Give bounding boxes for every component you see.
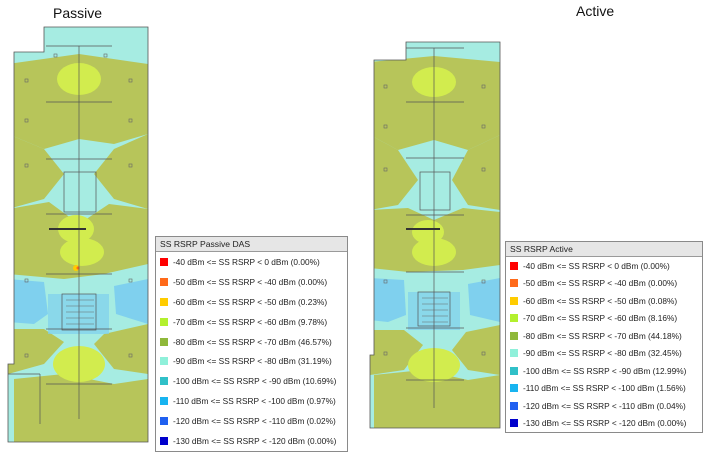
legend-entry: -130 dBm <= SS RSRP < -120 dBm (0.00%): [156, 431, 347, 451]
legend-entry-label: -120 dBm <= SS RSRP < -110 dBm (0.04%): [523, 400, 686, 411]
legend-color-swatch: [510, 366, 518, 375]
legend-entry-label: -130 dBm <= SS RSRP < -120 dBm (0.00%): [523, 418, 687, 429]
passive-legend-title: SS RSRP Passive DAS: [156, 237, 347, 252]
legend-entry: -80 dBm <= SS RSRP < -70 dBm (44.18%): [506, 327, 702, 345]
active-legend: SS RSRP Active -40 dBm <= SS RSRP < 0 dB…: [505, 241, 703, 433]
legend-color-swatch: [510, 331, 518, 340]
legend-entry: -110 dBm <= SS RSRP < -100 dBm (1.56%): [506, 380, 702, 398]
legend-entry: -40 dBm <= SS RSRP < 0 dBm (0.00%): [156, 252, 347, 272]
legend-color-swatch: [160, 357, 168, 366]
legend-entry-label: -40 dBm <= SS RSRP < 0 dBm (0.00%): [173, 256, 320, 267]
legend-entry: -90 dBm <= SS RSRP < -80 dBm (32.45%): [506, 345, 702, 363]
legend-entry: -50 dBm <= SS RSRP < -40 dBm (0.00%): [156, 272, 347, 292]
legend-entry-label: -100 dBm <= SS RSRP < -90 dBm (12.99%): [523, 365, 687, 376]
legend-color-swatch: [510, 384, 518, 393]
legend-entry-label: -50 dBm <= SS RSRP < -40 dBm (0.00%): [173, 276, 328, 287]
active-panel-title: Active: [576, 3, 615, 19]
legend-entry: -40 dBm <= SS RSRP < 0 dBm (0.00%): [506, 257, 702, 275]
legend-entry-label: -80 dBm <= SS RSRP < -70 dBm (44.18%): [523, 330, 682, 341]
legend-color-swatch: [510, 401, 518, 410]
legend-entry: -60 dBm <= SS RSRP < -50 dBm (0.23%): [156, 292, 347, 312]
legend-color-swatch: [510, 261, 518, 270]
legend-color-swatch: [510, 296, 518, 305]
legend-entry: -100 dBm <= SS RSRP < -90 dBm (12.99%): [506, 362, 702, 380]
legend-entry: -70 dBm <= SS RSRP < -60 dBm (9.78%): [156, 312, 347, 332]
passive-coverage-map: [4, 24, 150, 444]
legend-entry-label: -40 dBm <= SS RSRP < 0 dBm (0.00%): [523, 260, 670, 271]
legend-entry: -70 dBm <= SS RSRP < -60 dBm (8.16%): [506, 310, 702, 328]
active-coverage-map: [368, 40, 502, 430]
legend-color-swatch: [160, 377, 168, 386]
legend-color-swatch: [160, 297, 168, 306]
legend-entry-label: -70 dBm <= SS RSRP < -60 dBm (8.16%): [523, 313, 678, 324]
legend-entry-label: -100 dBm <= SS RSRP < -90 dBm (10.69%): [173, 376, 337, 387]
legend-entry: -120 dBm <= SS RSRP < -110 dBm (0.04%): [506, 397, 702, 415]
legend-color-swatch: [510, 349, 518, 358]
legend-entry: -50 dBm <= SS RSRP < -40 dBm (0.00%): [506, 275, 702, 293]
legend-entry: -130 dBm <= SS RSRP < -120 dBm (0.00%): [506, 415, 702, 433]
legend-entry: -80 dBm <= SS RSRP < -70 dBm (46.57%): [156, 332, 347, 352]
legend-entry-label: -110 dBm <= SS RSRP < -100 dBm (0.97%): [173, 396, 336, 407]
legend-entry-label: -90 dBm <= SS RSRP < -80 dBm (31.19%): [173, 356, 332, 367]
legend-color-swatch: [160, 277, 168, 286]
legend-entry-label: -60 dBm <= SS RSRP < -50 dBm (0.08%): [523, 295, 678, 306]
legend-entry-label: -120 dBm <= SS RSRP < -110 dBm (0.02%): [173, 416, 336, 427]
legend-color-swatch: [510, 314, 518, 323]
legend-color-swatch: [160, 417, 168, 426]
legend-entry: -100 dBm <= SS RSRP < -90 dBm (10.69%): [156, 371, 347, 391]
legend-entry: -110 dBm <= SS RSRP < -100 dBm (0.97%): [156, 391, 347, 411]
legend-entry-label: -80 dBm <= SS RSRP < -70 dBm (46.57%): [173, 336, 332, 347]
passive-legend: SS RSRP Passive DAS -40 dBm <= SS RSRP <…: [155, 236, 348, 452]
legend-color-swatch: [510, 419, 518, 428]
legend-color-swatch: [160, 257, 168, 266]
active-legend-title: SS RSRP Active: [506, 242, 702, 257]
legend-entry: -120 dBm <= SS RSRP < -110 dBm (0.02%): [156, 411, 347, 431]
legend-color-swatch: [510, 279, 518, 288]
legend-color-swatch: [160, 317, 168, 326]
legend-entry-label: -70 dBm <= SS RSRP < -60 dBm (9.78%): [173, 316, 328, 327]
legend-entry-label: -110 dBm <= SS RSRP < -100 dBm (1.56%): [523, 383, 686, 394]
legend-entry-label: -50 dBm <= SS RSRP < -40 dBm (0.00%): [523, 278, 678, 289]
legend-entry-label: -60 dBm <= SS RSRP < -50 dBm (0.23%): [173, 296, 328, 307]
legend-entry: -60 dBm <= SS RSRP < -50 dBm (0.08%): [506, 292, 702, 310]
legend-entry: -90 dBm <= SS RSRP < -80 dBm (31.19%): [156, 351, 347, 371]
legend-color-swatch: [160, 436, 168, 445]
passive-panel-title: Passive: [53, 5, 103, 21]
legend-entry-label: -90 dBm <= SS RSRP < -80 dBm (32.45%): [523, 348, 682, 359]
legend-color-swatch: [160, 397, 168, 406]
legend-entry-label: -130 dBm <= SS RSRP < -120 dBm (0.00%): [173, 435, 337, 446]
legend-color-swatch: [160, 337, 168, 346]
